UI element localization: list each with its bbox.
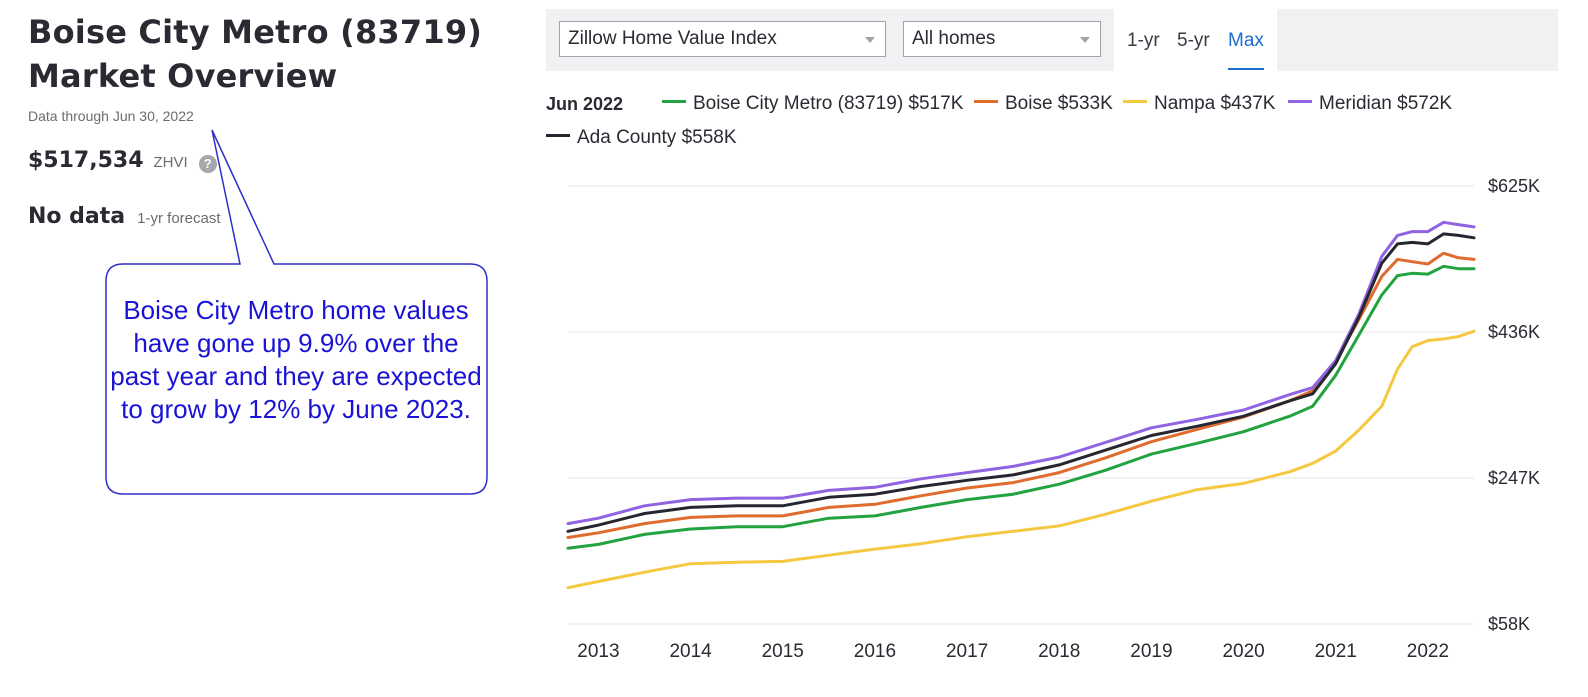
active-tab-indicator <box>1228 68 1264 70</box>
y-tick-label: $436K <box>1488 322 1540 342</box>
x-tick-label: 2013 <box>577 641 619 662</box>
x-tick-label: 2022 <box>1407 641 1449 662</box>
legend-date: Jun 2022 <box>546 94 624 114</box>
index-select[interactable]: Zillow Home Value Index <box>559 21 886 57</box>
time-range-tabs: 1-yr 5-yr Max <box>1114 9 1277 71</box>
legend-label: Meridian $572K <box>1319 93 1453 114</box>
legend-swatch <box>1288 100 1312 104</box>
y-tick-label: $247K <box>1488 468 1540 488</box>
chart-controls: Zillow Home Value Index All homes 1-yr 5… <box>546 9 1558 71</box>
series-line-boise <box>566 251 1476 539</box>
x-tick-label: 2016 <box>854 641 896 662</box>
index-select-value: Zillow Home Value Index <box>568 28 777 49</box>
y-tick-label: $58K <box>1488 614 1530 634</box>
chevron-down-icon <box>1080 37 1090 43</box>
legend-item-meridian[interactable]: Meridian $572K <box>1288 93 1452 115</box>
tab-max[interactable]: Max <box>1228 30 1264 51</box>
legend-item-boise-city-metro[interactable]: Boise City Metro (83719) $517K <box>662 93 963 115</box>
x-tick-label: 2018 <box>1038 641 1080 662</box>
x-tick-label: 2017 <box>946 641 988 662</box>
series-line-boise-city-metro-83719 <box>566 264 1476 550</box>
legend-label: Boise $533K <box>1005 93 1113 114</box>
legend-swatch <box>662 100 686 104</box>
y-tick-label: $625K <box>1488 176 1540 196</box>
legend-item-boise[interactable]: Boise $533K <box>974 93 1113 115</box>
x-tick-label: 2020 <box>1222 641 1264 662</box>
x-tick-label: 2014 <box>669 641 712 662</box>
home-type-select-value: All homes <box>912 28 996 49</box>
data-through-date: Data through Jun 30, 2022 <box>28 108 194 124</box>
legend-label: Nampa $437K <box>1154 93 1276 114</box>
callout-text: Boise City Metro home values have gone u… <box>110 295 482 424</box>
series-line-ada-county <box>566 232 1476 533</box>
page-title: Boise City Metro (83719) Market Overview <box>28 10 498 98</box>
series-line-nampa <box>566 329 1476 590</box>
x-tick-label: 2015 <box>762 641 804 662</box>
tab-1-yr[interactable]: 1-yr <box>1127 30 1160 51</box>
series-line-meridian <box>566 220 1476 526</box>
x-tick-label: 2021 <box>1315 641 1357 662</box>
page-title-line-2: Market Overview <box>28 57 338 95</box>
legend-item-nampa[interactable]: Nampa $437K <box>1123 93 1275 115</box>
legend-swatch <box>546 134 570 138</box>
legend-label: Boise City Metro (83719) $517K <box>693 93 964 114</box>
chevron-down-icon <box>865 37 875 43</box>
tab-5-yr[interactable]: 5-yr <box>1177 30 1210 51</box>
legend-item-ada-county[interactable]: Ada County $558K <box>546 127 737 149</box>
home-type-select[interactable]: All homes <box>903 21 1101 57</box>
legend-label: Ada County $558K <box>577 127 737 148</box>
page-title-line-1: Boise City Metro (83719) <box>28 13 483 51</box>
legend-swatch <box>1123 100 1147 104</box>
x-tick-label: 2019 <box>1130 641 1172 662</box>
legend-swatch <box>974 100 998 104</box>
